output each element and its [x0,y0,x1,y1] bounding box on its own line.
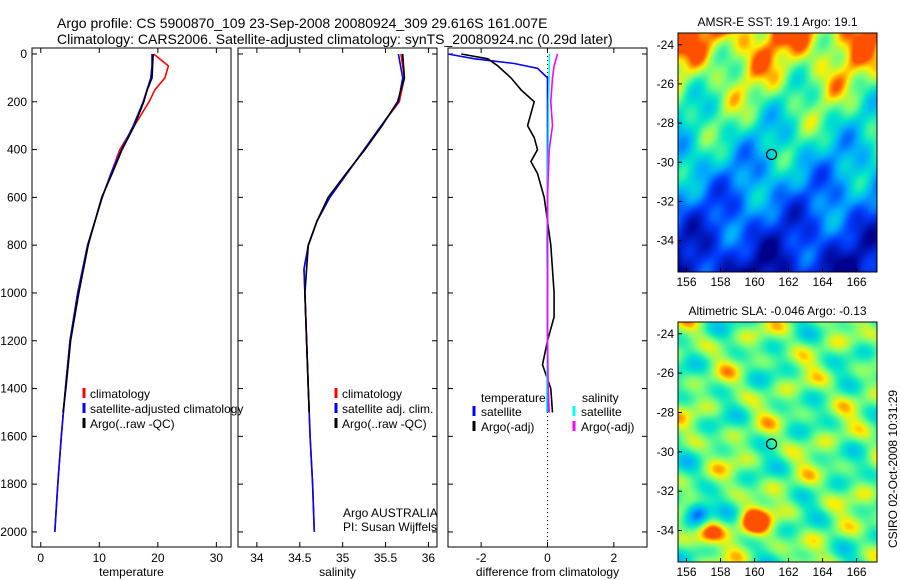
map-xtick-label: 162 [779,275,799,289]
map-xtick-label: 158 [711,565,731,579]
sal-xlabel: salinity [319,565,356,579]
argo-position-marker [765,148,778,161]
diff-series-3-line [546,53,559,413]
temp-ytick-label: 1600 [0,429,27,443]
temp-ytick-label: 200 [7,95,27,109]
map-ytick-label: -34 [657,234,675,248]
map-xtick-label: 160 [745,275,765,289]
diff-legend-label: satellite [581,405,622,419]
sla-map-image [678,322,877,562]
diff-legend-temp-title: temperature [481,391,546,405]
map-title: Altimetric SLA: -0.046 Argo: -0.13 [688,304,866,318]
map-ytick-label: -28 [657,405,675,419]
temp-ytick-label: 1000 [0,286,27,300]
temp-ytick-label: 2000 [0,525,27,539]
map-xtick-label: 156 [676,565,696,579]
diff-series-1-line [461,53,555,413]
map-ytick-label: -32 [657,484,675,498]
temp-ytick-label: 1200 [0,334,27,348]
temp-legend-label: climatology [90,387,150,401]
temp-xlabel: temperature [99,565,164,579]
temp-ytick-label: 400 [7,143,27,157]
temp-legend-label: Argo(..raw -QC) [90,417,175,431]
map-ytick-label: -26 [657,366,675,380]
map-xtick-label: 166 [847,565,867,579]
diff-xtick-label: 2 [610,551,617,565]
sal-legend-label: satellite adj. clim. [342,402,433,416]
figure-title-line1: Argo profile: CS 5900870_109 23-Sep-2008… [57,15,548,31]
map-xtick-label: 158 [711,275,731,289]
map-ytick-label: -28 [657,116,675,130]
temp-series-2-line [62,53,154,413]
map-ytick-label: -24 [657,38,675,52]
sal-series-2-line [304,53,406,413]
sal-legend-label: climatology [342,387,402,401]
map-xtick-label: 162 [779,565,799,579]
argo-position-marker [765,438,778,450]
temp-xtick-label: 10 [93,551,107,565]
map-title: AMSR-E SST: 19.1 Argo: 19.1 [697,15,857,29]
temp-ytick-label: 0 [20,47,27,61]
figure-title-line2: Climatology: CARS2006. Satellite-adjuste… [57,31,613,47]
sal-legend-label: Argo(..raw -QC) [342,417,427,431]
temp-xtick-label: 20 [151,551,165,565]
map-ytick-label: -30 [657,445,675,459]
diff-legend-label: satellite [481,405,522,419]
map-xtick-label: 166 [847,275,867,289]
sal-xtick-label: 34 [250,551,264,565]
sal-annotation: Argo AUSTRALIA [343,506,438,520]
temp-ytick-label: 1800 [0,477,27,491]
sal-xtick-label: 36 [422,551,436,565]
csiro-timestamp: CSIRO 02-Oct-2008 10:31:29 [886,389,900,548]
temp-axes-box [31,47,232,548]
temp-ytick-label: 600 [7,190,27,204]
map-axes-box [677,32,878,273]
diff-xlabel: difference from climatology [476,565,619,579]
map-ytick-label: -30 [657,155,675,169]
map-ytick-label: -34 [657,524,675,538]
sst-map-image [678,33,877,272]
map-ytick-label: -32 [657,194,675,208]
diff-xtick-label: -2 [476,551,487,565]
map-ytick-label: -26 [657,77,675,91]
diff-legend-label: Argo(-adj) [481,420,534,434]
map-ytick-label: -24 [657,327,675,341]
diff-legend-sal-title: salinity [582,391,619,405]
sal-xtick-label: 34.5 [288,551,312,565]
sal-annotation: PI: Susan Wijffels [343,520,437,534]
temp-xtick-label: 30 [210,551,224,565]
temp-legend-label: satellite-adjusted climatology [90,402,243,416]
sal-axes-box [237,47,438,548]
map-xtick-label: 160 [745,565,765,579]
sal-xtick-label: 35.5 [374,551,398,565]
temp-ytick-label: 1400 [0,382,27,396]
diff-legend-label: Argo(-adj) [581,420,634,434]
map-xtick-label: 164 [813,275,833,289]
map-xtick-label: 164 [813,565,833,579]
sal-xtick-label: 35 [336,551,350,565]
temp-ytick-label: 800 [7,238,27,252]
map-axes-box [677,321,878,563]
diff-xtick-label: 0 [544,551,551,565]
temp-xtick-label: 0 [37,551,44,565]
map-xtick-label: 156 [676,275,696,289]
